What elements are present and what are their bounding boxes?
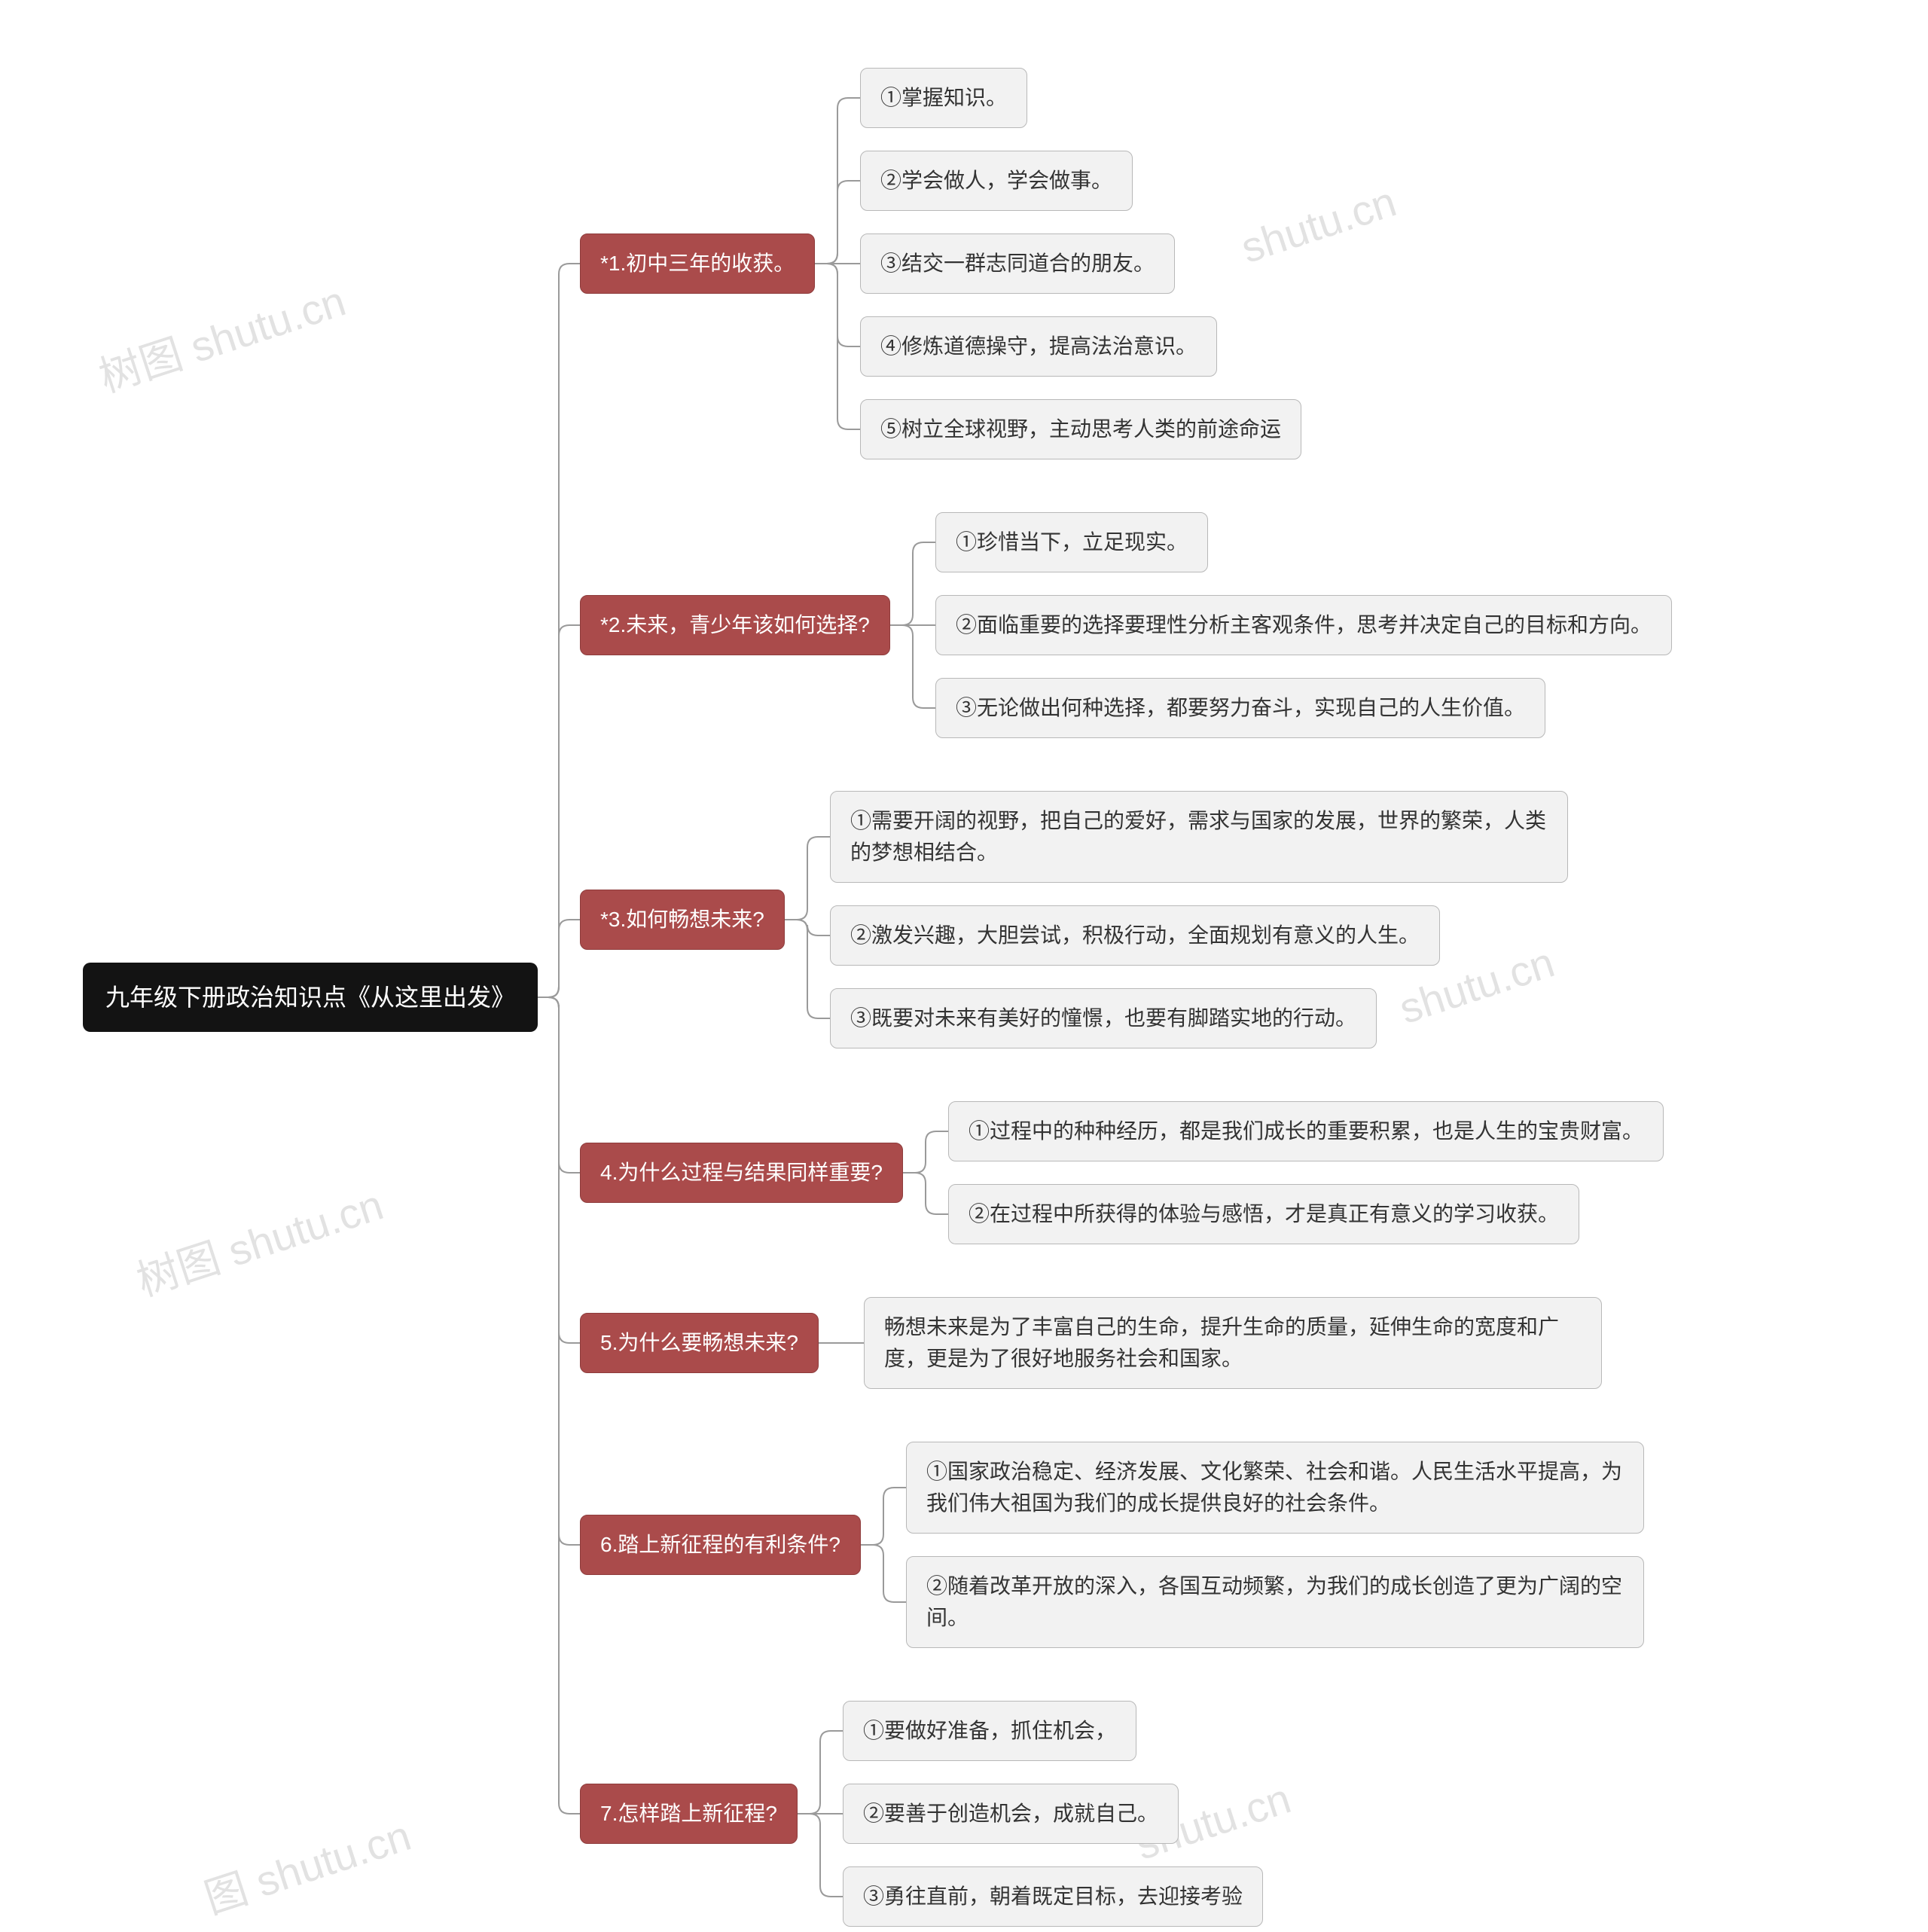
watermark: shutu.cn: [1235, 177, 1402, 273]
mindmap-canvas: 树图 shutu.cnshutu.cnshutu.cn树图 shutu.cn图 …: [0, 0, 1928, 1932]
branch-node: 5.为什么要畅想未来?: [580, 1313, 819, 1373]
watermark: 树图 shutu.cn: [128, 1171, 390, 1308]
leaf-node: ①掌握知识。: [860, 68, 1027, 128]
leaf-node: ②在过程中所获得的体验与感悟，才是真正有意义的学习收获。: [948, 1184, 1579, 1244]
leaf-node: ①国家政治稳定、经济发展、文化繁荣、社会和谐。人民生活水平提高，为我们伟大祖国为…: [906, 1442, 1644, 1534]
leaf-node: 畅想未来是为了丰富自己的生命，提升生命的质量，延伸生命的宽度和广度，更是为了很好…: [864, 1297, 1602, 1389]
branch-node: *3.如何畅想未来?: [580, 890, 785, 950]
branch-node: 7.怎样踏上新征程?: [580, 1784, 798, 1844]
leaf-node: ③勇往直前，朝着既定目标，去迎接考验: [843, 1866, 1263, 1927]
leaf-node: ③无论做出何种选择，都要努力奋斗，实现自己的人生价值。: [935, 678, 1545, 738]
watermark: 图 shutu.cn: [196, 1802, 417, 1926]
leaf-node: ①需要开阔的视野，把自己的爱好，需求与国家的发展，世界的繁荣，人类的梦想相结合。: [830, 791, 1568, 883]
branch-node: 6.踏上新征程的有利条件?: [580, 1515, 861, 1575]
branch-node: *2.未来，青少年该如何选择?: [580, 595, 890, 655]
leaf-node: ②要善于创造机会，成就自己。: [843, 1784, 1179, 1844]
leaf-node: ②面临重要的选择要理性分析主客观条件，思考并决定自己的目标和方向。: [935, 595, 1672, 655]
leaf-node: ⑤树立全球视野，主动思考人类的前途命运: [860, 399, 1301, 459]
leaf-node: ①过程中的种种经历，都是我们成长的重要积累，也是人生的宝贵财富。: [948, 1101, 1664, 1161]
leaf-node: ②学会做人，学会做事。: [860, 151, 1133, 211]
leaf-node: ①要做好准备，抓住机会，: [843, 1701, 1136, 1761]
root-node: 九年级下册政治知识点《从这里出发》: [83, 963, 538, 1032]
leaf-node: ③既要对未来有美好的憧憬，也要有脚踏实地的行动。: [830, 988, 1377, 1048]
leaf-node: ③结交一群志同道合的朋友。: [860, 233, 1175, 294]
leaf-node: ②随着改革开放的深入，各国互动频繁，为我们的成长创造了更为广阔的空间。: [906, 1556, 1644, 1648]
leaf-node: ④修炼道德操守，提高法治意识。: [860, 316, 1217, 377]
branch-node: *1.初中三年的收获。: [580, 233, 815, 294]
watermark: 树图 shutu.cn: [90, 267, 352, 404]
leaf-node: ①珍惜当下，立足现实。: [935, 512, 1208, 572]
branch-node: 4.为什么过程与结果同样重要?: [580, 1143, 903, 1203]
leaf-node: ②激发兴趣，大胆尝试，积极行动，全面规划有意义的人生。: [830, 905, 1440, 966]
